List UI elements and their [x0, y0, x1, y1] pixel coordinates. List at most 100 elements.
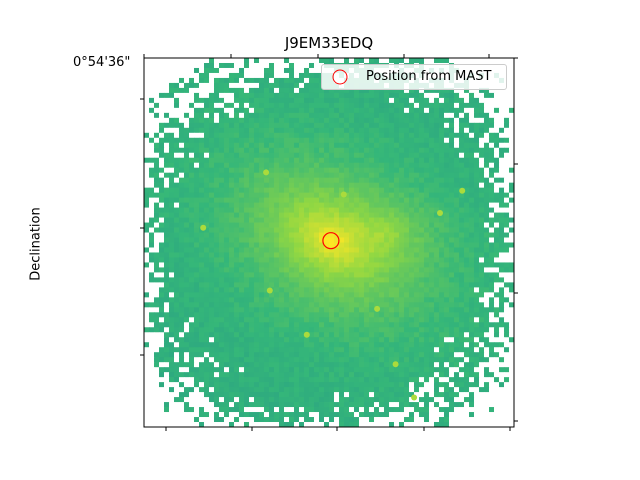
image-pixel — [484, 137, 490, 144]
image-pixel — [329, 317, 335, 323]
image-pixel — [374, 347, 380, 353]
image-pixel — [199, 297, 205, 303]
image-pixel — [229, 352, 235, 358]
image-pixel — [419, 322, 425, 328]
image-pixel — [394, 307, 400, 313]
image-pixel — [154, 267, 160, 273]
image-pixel — [149, 87, 155, 94]
image-pixel — [164, 267, 170, 273]
image-pixel — [429, 87, 435, 94]
image-pixel — [169, 352, 175, 358]
image-pixel — [439, 187, 445, 194]
image-pixel — [484, 252, 490, 258]
image-pixel — [389, 127, 395, 134]
image-pixel — [379, 127, 385, 134]
image-pixel — [244, 267, 250, 273]
image-pixel — [414, 58, 420, 64]
image-pixel — [474, 352, 480, 358]
image-pixel — [494, 227, 500, 233]
image-pixel — [354, 227, 360, 233]
image-pixel — [259, 177, 265, 184]
image-pixel — [484, 97, 490, 104]
image-pixel — [149, 307, 155, 313]
image-pixel — [374, 372, 380, 378]
image-pixel — [474, 357, 480, 363]
image-pixel — [484, 347, 490, 353]
image-pixel — [194, 127, 200, 134]
image-pixel — [324, 392, 330, 398]
image-pixel — [274, 282, 280, 288]
image-pixel — [384, 377, 390, 383]
image-pixel — [239, 282, 245, 288]
image-pixel — [274, 172, 280, 179]
image-pixel — [329, 362, 335, 368]
image-pixel — [399, 227, 405, 233]
image-pixel — [209, 282, 215, 288]
image-pixel — [349, 157, 355, 164]
image-pixel — [254, 332, 260, 338]
image-pixel — [239, 107, 245, 114]
image-pixel — [294, 167, 300, 174]
image-pixel — [489, 137, 495, 144]
image-pixel — [444, 327, 450, 333]
image-pixel — [284, 247, 290, 253]
image-pixel — [179, 317, 185, 323]
image-pixel — [174, 392, 180, 398]
image-pixel — [359, 172, 365, 179]
image-pixel — [289, 97, 295, 104]
image-pixel — [474, 152, 480, 159]
image-pixel — [269, 362, 275, 368]
image-pixel — [489, 287, 495, 293]
image-pixel — [209, 242, 215, 248]
image-pixel — [404, 197, 410, 204]
image-pixel — [314, 377, 320, 383]
image-pixel — [469, 317, 475, 323]
image-pixel — [499, 312, 505, 318]
image-pixel — [209, 222, 215, 228]
image-pixel — [364, 272, 370, 278]
image-pixel — [269, 147, 275, 154]
image-pixel — [369, 107, 375, 114]
image-pixel — [469, 342, 475, 348]
image-pixel — [234, 182, 240, 189]
image-pixel — [359, 117, 365, 124]
image-pixel — [439, 182, 445, 189]
image-pixel — [184, 307, 190, 313]
image-pixel — [324, 192, 330, 199]
image-pixel — [479, 302, 485, 308]
image-pixel — [479, 217, 485, 223]
image-pixel — [159, 87, 165, 94]
image-pixel — [499, 307, 505, 313]
image-pixel — [154, 277, 160, 283]
image-pixel — [329, 87, 335, 94]
image-pixel — [219, 97, 225, 104]
image-pixel — [209, 367, 215, 373]
image-pixel — [219, 172, 225, 179]
image-pixel — [234, 102, 240, 109]
image-pixel — [474, 387, 480, 393]
image-pixel — [314, 342, 320, 348]
image-pixel — [234, 132, 240, 139]
image-pixel — [364, 222, 370, 228]
image-pixel — [369, 242, 375, 248]
image-pixel — [329, 217, 335, 223]
image-pixel — [294, 177, 300, 184]
image-pixel — [234, 372, 240, 378]
image-pixel — [504, 347, 510, 353]
image-pixel — [189, 197, 195, 204]
image-pixel — [454, 362, 460, 368]
image-pixel — [399, 292, 405, 298]
image-pixel — [184, 387, 190, 393]
image-pixel — [364, 287, 370, 293]
image-pixel — [259, 117, 265, 124]
image-pixel — [164, 367, 170, 373]
image-pixel — [169, 62, 175, 69]
image-pixel — [264, 382, 270, 388]
image-pixel — [279, 362, 285, 368]
image-pixel — [349, 287, 355, 293]
image-pixel — [374, 207, 380, 213]
image-pixel — [364, 362, 370, 368]
image-pixel — [354, 382, 360, 388]
image-pixel — [279, 282, 285, 288]
image-pixel — [464, 202, 470, 208]
